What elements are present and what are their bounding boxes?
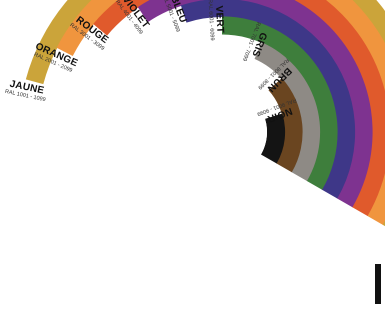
band-vert [222, 16, 338, 190]
color-bands [25, 0, 385, 227]
band-jaune [25, 0, 385, 227]
band-noir [260, 113, 286, 164]
band-range-vert: RAL 6001 - 6099 [207, 0, 215, 41]
band-bleu [180, 0, 356, 199]
center-hole [177, 87, 267, 177]
band-name-vert: VERT [213, 5, 226, 33]
band-brun [268, 78, 303, 173]
cropped-edge-mark [375, 264, 381, 304]
band-orange [56, 0, 385, 225]
band-gris [254, 42, 321, 182]
band-violet [137, 0, 373, 208]
